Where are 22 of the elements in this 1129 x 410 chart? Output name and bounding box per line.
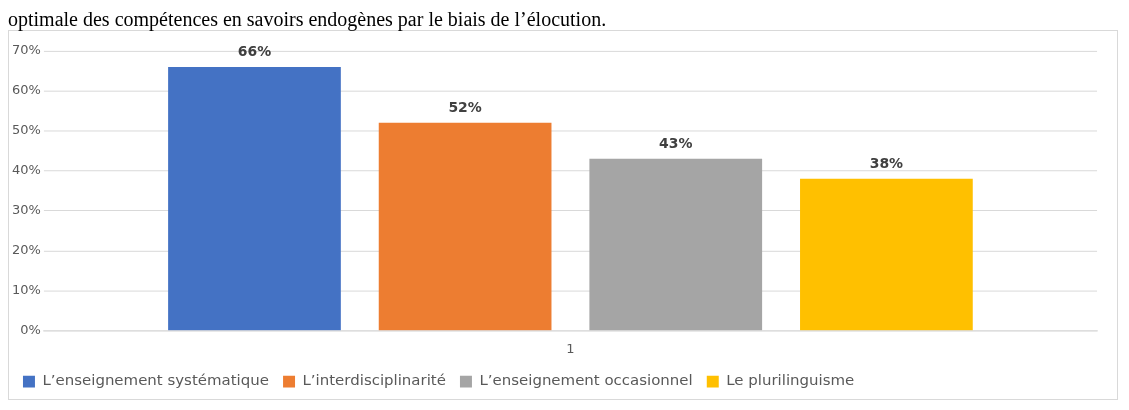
bar (800, 178, 973, 331)
y-tick-label: 50% (12, 122, 41, 138)
y-tick-label: 30% (12, 202, 41, 218)
legend-label: Le plurilinguisme (726, 371, 855, 390)
data-label: 66% (237, 42, 272, 59)
data-label: 43% (659, 134, 693, 151)
bar (378, 122, 552, 331)
y-tick-label: 40% (12, 162, 41, 178)
y-tick-label: 70% (12, 42, 41, 58)
data-label: 38% (869, 154, 904, 171)
chart-title: optimale des compétences en savoirs endogènes par le biais de l’élocution. (8, 8, 608, 30)
x-tick-label: 1 (566, 340, 575, 356)
y-tick-label: 10% (12, 282, 41, 298)
y-tick-label: 60% (12, 82, 41, 98)
legend-label: L’interdisciplinarité (302, 371, 446, 390)
data-label: 52% (448, 98, 482, 115)
y-tick-label: 20% (12, 242, 41, 258)
y-tick-label: 0% (20, 322, 41, 338)
bar (589, 158, 763, 331)
bar (168, 66, 341, 331)
legend-label: L’enseignement occasionnel (479, 371, 693, 390)
legend-label: L’enseignement systématique (42, 371, 269, 390)
